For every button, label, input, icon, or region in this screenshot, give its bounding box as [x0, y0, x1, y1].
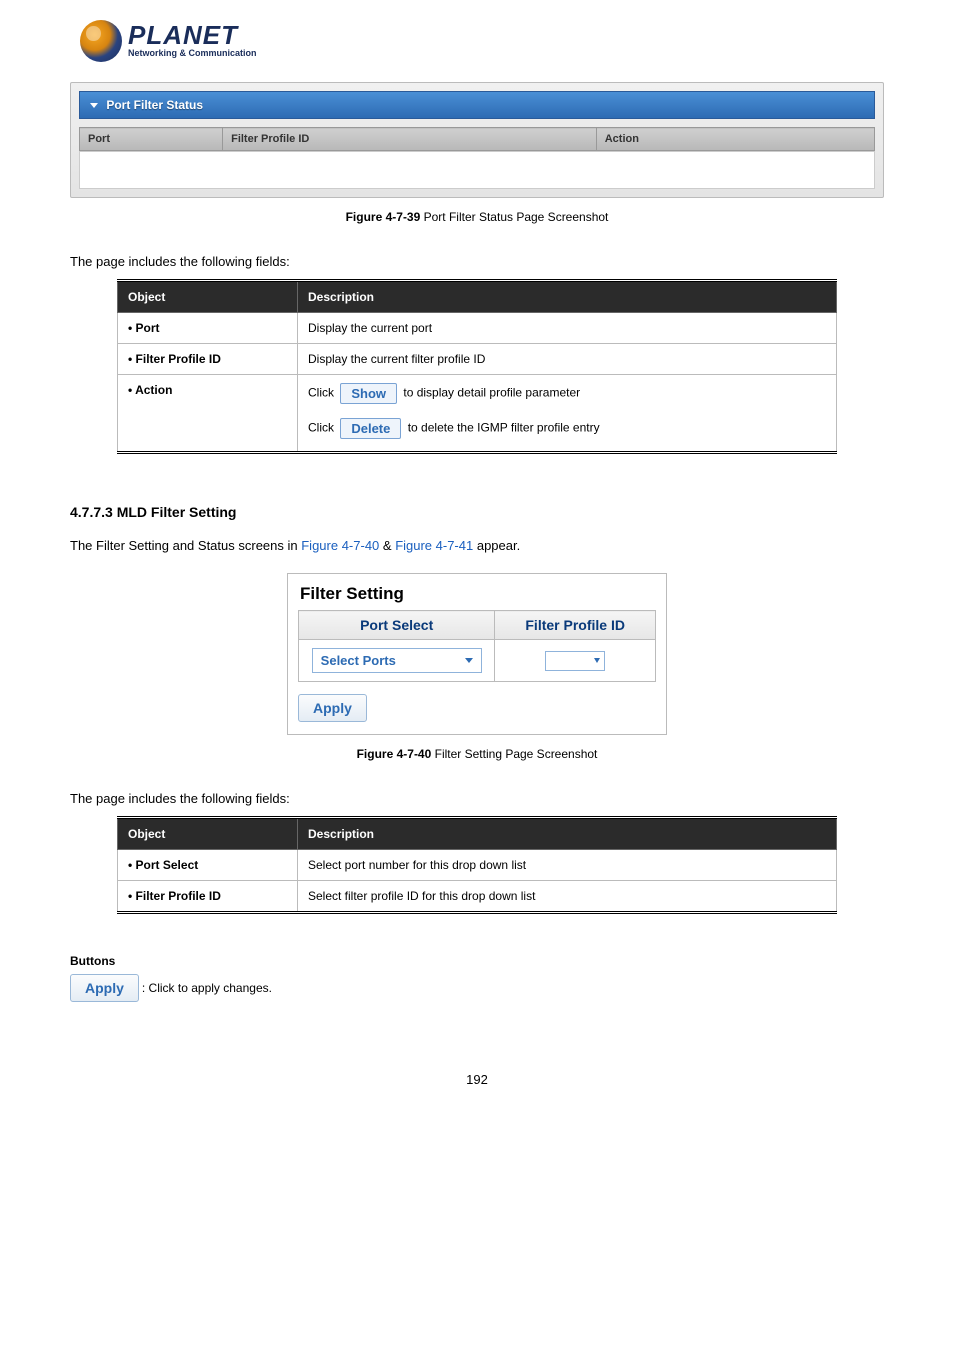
cell-desc: Display the current port — [298, 313, 837, 344]
cell-desc: Click Show to display detail profile par… — [298, 375, 837, 453]
chevron-down-icon — [465, 658, 473, 663]
caption-text: Filter Setting Page Screenshot — [431, 747, 597, 761]
th-description: Description — [298, 818, 837, 850]
cell-desc: Select port number for this drop down li… — [298, 850, 837, 881]
cell-object: Port — [118, 313, 298, 344]
panel-header[interactable]: Port Filter Status — [79, 91, 875, 119]
apply-button[interactable]: Apply — [70, 974, 139, 1002]
col-port: Port — [80, 128, 223, 151]
cell-object: Action — [118, 375, 298, 453]
th-object: Object — [118, 281, 298, 313]
panel-title: Port Filter Status — [106, 98, 203, 112]
table-row: Port Select Select port number for this … — [118, 850, 837, 881]
cell-desc: Display the current filter profile ID — [298, 344, 837, 375]
apply-desc: : Click to apply changes. — [142, 981, 272, 995]
status-table: Port Filter Profile ID Action — [79, 127, 875, 151]
click-label: Click — [308, 421, 334, 435]
buttons-row: Apply : Click to apply changes. — [70, 974, 884, 1002]
section-heading: 4.7.7.3 MLD Filter Setting — [70, 504, 884, 520]
caption-label: Figure 4-7-40 — [357, 747, 432, 761]
figure-caption-1: Figure 4-7-39 Port Filter Status Page Sc… — [70, 210, 884, 224]
delete-button[interactable]: Delete — [340, 418, 401, 439]
chevron-down-icon — [594, 658, 600, 663]
table-row: Filter Profile ID Select filter profile … — [118, 881, 837, 913]
field-table-2: Object Description Port Select Select po… — [117, 816, 837, 914]
logo-main-text: PLANET — [128, 24, 257, 47]
page-number: 192 — [70, 1072, 884, 1087]
status-table-body — [79, 151, 875, 189]
caption-label: Figure 4-7-39 — [346, 210, 421, 224]
brand-logo: PLANET Networking & Communication — [80, 20, 884, 62]
cell-object: Filter Profile ID — [118, 881, 298, 913]
select-ports-label: Select Ports — [321, 653, 396, 668]
intro-text-2: The page includes the following fields: — [70, 791, 884, 806]
port-select-dropdown[interactable]: Select Ports — [312, 648, 482, 673]
filter-setting-card: Filter Setting Port Select Filter Profil… — [287, 573, 667, 735]
table-row: Filter Profile ID Display the current fi… — [118, 344, 837, 375]
filter-profile-dropdown[interactable] — [545, 651, 605, 671]
cell-object: Port Select — [118, 850, 298, 881]
cell-port-select: Select Ports — [299, 640, 495, 682]
cell-object: Filter Profile ID — [118, 344, 298, 375]
cell-desc: Select filter profile ID for this drop d… — [298, 881, 837, 913]
planet-globe-icon — [80, 20, 122, 62]
apply-button[interactable]: Apply — [298, 694, 367, 722]
delete-desc: to delete the IGMP filter profile entry — [408, 421, 600, 435]
col-port-select: Port Select — [299, 611, 495, 640]
th-object: Object — [118, 818, 298, 850]
field-table-1: Object Description Port Display the curr… — [117, 279, 837, 454]
logo-sub-text: Networking & Communication — [128, 48, 257, 58]
filter-card-title: Filter Setting — [300, 584, 656, 604]
port-filter-status-panel: Port Filter Status Port Filter Profile I… — [70, 82, 884, 198]
col-filter-id: Filter Profile ID — [223, 128, 597, 151]
table-row: Action Click Show to display detail prof… — [118, 375, 837, 453]
filter-grid: Port Select Filter Profile ID Select Por… — [298, 610, 656, 682]
table-row: Port Display the current port — [118, 313, 837, 344]
chevron-down-icon — [90, 103, 98, 108]
figure-link-2[interactable]: Figure 4-7-41 — [395, 538, 473, 553]
section-intro: The Filter Setting and Status screens in… — [70, 538, 884, 553]
buttons-heading: Buttons — [70, 954, 884, 968]
figure-link-1[interactable]: Figure 4-7-40 — [301, 538, 379, 553]
show-desc: to display detail profile parameter — [403, 386, 580, 400]
intro-text-1: The page includes the following fields: — [70, 254, 884, 269]
caption-text: Port Filter Status Page Screenshot — [420, 210, 608, 224]
col-filter-profile-id: Filter Profile ID — [495, 611, 656, 640]
figure-caption-2: Figure 4-7-40 Filter Setting Page Screen… — [70, 747, 884, 761]
click-label: Click — [308, 386, 334, 400]
col-action: Action — [596, 128, 874, 151]
cell-filter-id — [495, 640, 656, 682]
show-button[interactable]: Show — [340, 383, 397, 404]
th-description: Description — [298, 281, 837, 313]
